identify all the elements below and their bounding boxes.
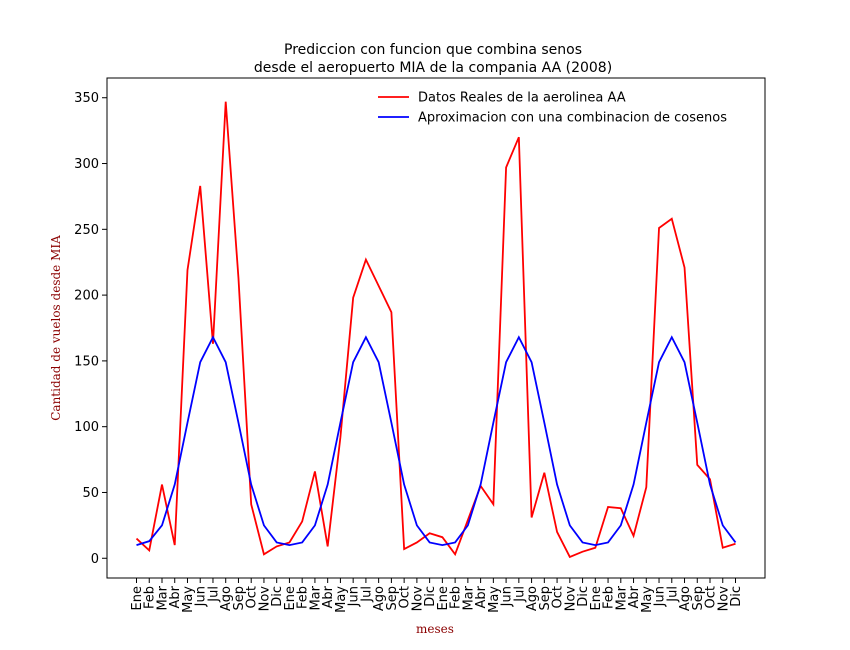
x-tick-label: Sep [385,586,400,611]
chart-title-line2: desde el aeropuerto MIA de la compania A… [254,60,612,76]
x-tick-label: Feb [602,586,617,609]
y-axis-label: Cantidad de vuelos desde MIA [49,235,63,421]
x-tick-label: May [334,586,349,613]
y-axis: 0 50 100 150 200 250 300 350 [74,91,107,567]
y-tick-label: 0 [91,552,99,567]
x-tick-label: Oct [551,586,566,608]
x-tick-label: Mar [461,585,476,610]
x-tick-label: Feb [449,586,464,609]
x-tick-label: Ene [589,586,604,610]
x-axis: EneFebMarAbrMayJunJulAgoSepOctNovDicEneF… [130,578,744,613]
x-tick-label: Mar [308,585,323,610]
x-tick-label: Feb [143,586,158,609]
x-tick-label: Sep [538,586,553,611]
x-tick-label: Jul [665,586,680,603]
x-tick-label: Dic [729,586,744,607]
x-tick-label: Ago [372,586,387,611]
x-tick-label: Abr [474,585,489,608]
legend: Datos Reales de la aerolinea AA Aproximac… [378,91,727,126]
x-tick-label: Oct [245,586,260,608]
x-tick-label: Sep [691,586,706,611]
x-tick-label: Ene [436,586,451,610]
x-tick-label: Dic [423,586,438,607]
x-tick-label: Abr [168,585,183,608]
x-tick-label: Jun [500,586,515,607]
x-tick-label: Dic [576,586,591,607]
y-tick-label: 350 [74,91,99,106]
x-tick-label: Ago [678,586,693,611]
x-tick-label: Oct [398,586,413,608]
x-tick-label: Jun [653,586,668,607]
series-line-1 [136,335,737,547]
x-tick-label: Jun [347,586,362,607]
series-line-0 [135,101,736,559]
x-tick-label: Sep [232,586,247,611]
x-tick-label: Mar [614,585,629,610]
x-tick-label: Ene [283,586,298,610]
x-tick-label: Abr [627,585,642,608]
y-tick-label: 150 [74,354,99,369]
x-tick-label: Ago [525,586,540,611]
y-tick-label: 250 [74,223,99,238]
x-tick-label: Jul [359,586,374,603]
y-tick-label: 200 [74,289,99,304]
y-tick-label: 300 [74,157,99,172]
x-tick-label: Jul [206,586,221,603]
x-tick-label: May [487,586,502,613]
y-tick-label: 50 [82,486,99,501]
x-tick-label: Jun [194,586,209,607]
x-tick-label: Ene [130,586,145,610]
x-tick-label: Mar [155,585,170,610]
x-tick-label: Jul [512,586,527,603]
x-tick-label: May [181,586,196,613]
x-tick-label: Feb [296,586,311,609]
x-tick-label: Abr [321,585,336,608]
x-tick-label: Nov [410,586,425,612]
y-tick-label: 100 [74,420,99,435]
x-tick-label: Oct [704,586,719,608]
x-tick-label: Nov [563,586,578,612]
x-tick-label: May [640,586,655,613]
legend-label-1: Aproximacion con una combinacion de cose… [418,111,727,126]
plot-area [106,77,766,579]
x-tick-label: Nov [257,586,272,612]
x-tick-label: Nov [716,586,731,612]
legend-label-0: Datos Reales de la aerolinea AA [418,91,626,106]
chart-title-line1: Prediccion con funcion que combina senos [284,42,582,58]
x-axis-label: meses [416,622,454,636]
x-tick-label: Dic [270,586,285,607]
x-tick-label: Ago [219,586,234,611]
series-layer [135,101,737,559]
